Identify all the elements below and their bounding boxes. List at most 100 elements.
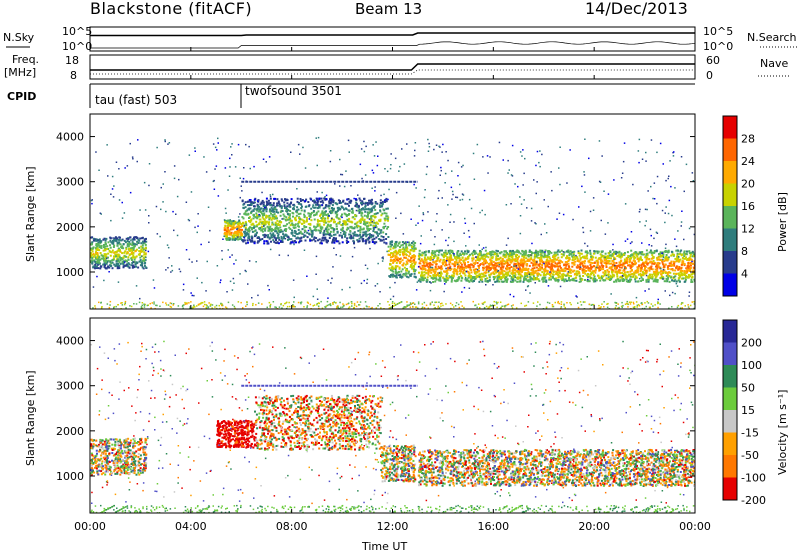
data-point xyxy=(307,201,310,203)
data-point xyxy=(279,226,282,229)
data-point xyxy=(512,275,514,278)
data-point xyxy=(499,252,502,255)
data-point xyxy=(104,245,107,248)
data-point xyxy=(543,256,546,258)
data-point xyxy=(290,238,293,241)
data-point xyxy=(320,219,323,222)
data-point xyxy=(506,274,509,277)
ground-scatter-point xyxy=(252,304,254,307)
data-point xyxy=(657,266,659,269)
data-point xyxy=(123,239,126,242)
data-point xyxy=(635,269,638,272)
data-point xyxy=(362,234,365,237)
data-point xyxy=(556,250,559,253)
data-point xyxy=(629,260,632,263)
data-point xyxy=(487,271,490,274)
data-point xyxy=(282,237,285,240)
data-point xyxy=(227,223,230,226)
data-point xyxy=(113,244,116,247)
data-point xyxy=(439,258,442,261)
data-point xyxy=(320,197,323,200)
data-point xyxy=(521,270,523,273)
data-point xyxy=(483,271,486,274)
data-point xyxy=(600,267,603,270)
data-point xyxy=(117,249,120,252)
data-point xyxy=(121,252,124,255)
data-point xyxy=(546,254,549,257)
ground-scatter-point xyxy=(458,306,461,309)
data-point xyxy=(444,254,447,257)
data-point xyxy=(624,275,627,277)
data-point xyxy=(599,257,602,260)
data-point xyxy=(403,250,406,253)
data-point xyxy=(267,229,270,232)
data-point xyxy=(250,218,253,221)
data-point xyxy=(291,231,294,234)
data-point xyxy=(552,259,555,262)
data-point xyxy=(581,260,584,263)
data-point xyxy=(116,237,118,240)
data-point xyxy=(456,254,459,257)
data-point xyxy=(138,250,141,253)
data-point xyxy=(553,260,556,263)
data-point xyxy=(236,235,238,238)
data-point xyxy=(331,209,334,212)
data-point xyxy=(687,258,690,261)
data-point xyxy=(683,250,686,253)
data-point xyxy=(396,244,399,247)
data-point xyxy=(357,240,360,243)
data-point xyxy=(657,271,660,274)
data-point xyxy=(616,270,619,273)
data-point xyxy=(456,250,459,253)
data-point xyxy=(401,241,404,243)
data-point xyxy=(326,217,329,220)
data-point xyxy=(392,261,395,264)
data-point xyxy=(362,239,364,242)
ground-scatter-point xyxy=(121,302,123,304)
data-point xyxy=(325,227,328,229)
data-point xyxy=(389,242,392,245)
data-point xyxy=(330,200,333,203)
data-point xyxy=(133,266,136,269)
data-point xyxy=(620,263,623,266)
data-point xyxy=(495,264,498,266)
ground-scatter-point xyxy=(454,305,457,307)
data-point xyxy=(255,220,258,223)
data-point xyxy=(546,264,549,267)
ground-scatter-point xyxy=(681,302,683,304)
data-point xyxy=(573,279,576,282)
ground-scatter-point xyxy=(563,303,565,306)
data-point xyxy=(626,260,629,263)
data-point xyxy=(354,233,357,236)
data-point xyxy=(367,213,369,216)
data-point xyxy=(583,255,586,258)
data-point xyxy=(687,275,690,278)
data-point xyxy=(344,202,347,205)
data-point xyxy=(500,280,503,283)
ground-scatter-point xyxy=(150,307,152,309)
data-point xyxy=(265,197,268,200)
ground-scatter-point xyxy=(552,305,555,308)
data-point xyxy=(478,257,481,260)
data-point xyxy=(385,212,388,215)
data-point xyxy=(335,215,338,218)
ground-scatter-point xyxy=(216,307,218,309)
ground-scatter-point xyxy=(280,303,282,305)
data-point xyxy=(296,233,299,236)
data-point xyxy=(533,276,536,279)
data-point xyxy=(630,266,633,268)
data-point xyxy=(118,267,121,270)
data-point xyxy=(404,263,407,266)
data-point xyxy=(303,216,306,219)
data-point xyxy=(506,265,509,267)
data-point xyxy=(644,271,647,274)
ground-scatter-point xyxy=(282,304,285,307)
data-point xyxy=(532,260,535,263)
data-point xyxy=(382,238,385,241)
data-point xyxy=(526,276,529,279)
data-point xyxy=(566,255,568,258)
data-point xyxy=(605,255,608,258)
data-point xyxy=(372,215,374,218)
data-point xyxy=(341,213,343,216)
data-point xyxy=(594,277,597,280)
